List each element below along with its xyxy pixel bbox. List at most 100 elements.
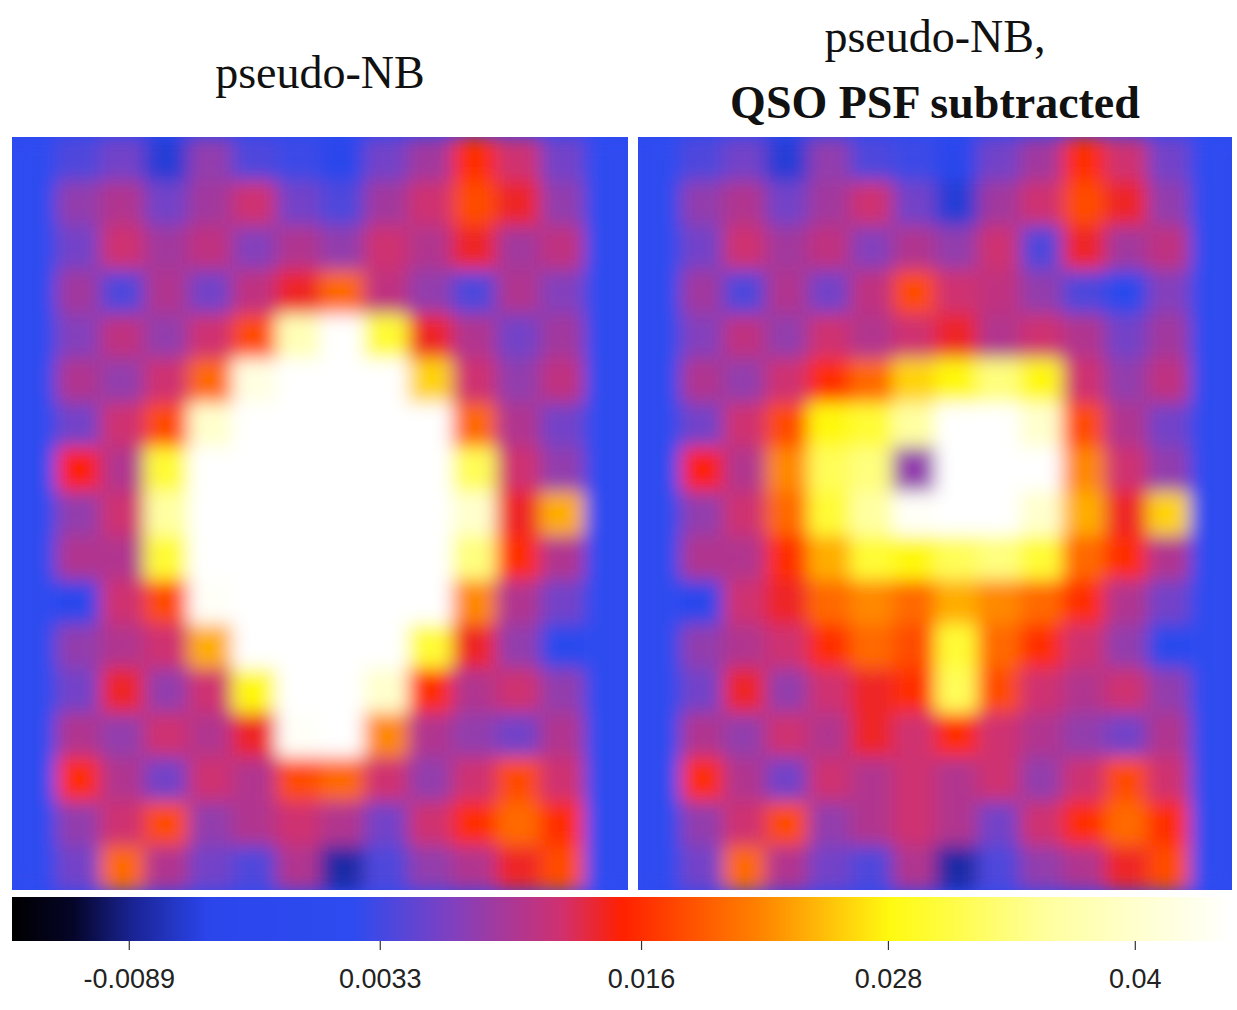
cell [144,181,189,226]
cell [452,137,497,182]
cell [188,181,233,226]
cell [276,846,321,890]
cell [364,447,409,492]
cell [1190,757,1232,802]
cell [320,270,365,315]
cell [723,137,766,182]
cell [808,181,851,226]
cell [540,181,585,226]
cell [144,846,189,890]
panel [12,137,628,890]
cell [452,270,497,315]
cell [144,226,189,271]
cell [452,757,497,802]
cell [188,403,233,448]
cell [1105,580,1148,625]
cell [1147,757,1190,802]
cell [452,226,497,271]
cell [1147,713,1190,758]
colorbar-tick-label: 0.04 [1109,964,1162,994]
cell [100,580,145,625]
cell [1190,403,1232,448]
cell [144,624,189,669]
cell [540,536,585,581]
cell [850,757,893,802]
cell [276,669,321,714]
cell [935,757,978,802]
cell [100,181,145,226]
cell [188,358,233,403]
cell [144,314,189,359]
cell [452,669,497,714]
cell [1190,137,1232,182]
colorbar-tick-label: 0.016 [608,964,676,994]
cell [765,580,808,625]
cell [808,669,851,714]
cell [893,137,936,182]
cell [100,314,145,359]
cell [584,358,628,403]
cell [408,137,453,182]
cell [680,491,723,536]
cell [12,358,57,403]
cell [188,447,233,492]
cell [12,801,57,846]
cell [977,580,1020,625]
cell [893,846,936,890]
cell [232,669,277,714]
colorbar-tick [641,941,642,950]
cell [1105,491,1148,536]
cell [1147,580,1190,625]
cell [56,447,101,492]
cell [638,669,681,714]
cell [850,181,893,226]
cell [1020,801,1063,846]
cell [680,713,723,758]
cell [232,314,277,359]
cell [1105,447,1148,492]
cell [452,181,497,226]
cell [638,624,681,669]
cell [364,403,409,448]
cell [1062,358,1105,403]
cell [1147,846,1190,890]
cell [540,846,585,890]
cell [584,801,628,846]
cell [1020,536,1063,581]
cell [100,624,145,669]
cell [188,314,233,359]
cell [452,491,497,536]
cell [935,181,978,226]
cell [850,314,893,359]
cell [893,358,936,403]
figure: pseudo-NBpseudo-NB,QSO PSF subtracted-0.… [0,0,1237,1010]
cell [680,669,723,714]
cell [56,669,101,714]
cell [276,624,321,669]
cell [1105,757,1148,802]
cell [1020,358,1063,403]
cell [232,757,277,802]
panel-background [638,137,1232,890]
cell [100,403,145,448]
cell [100,536,145,581]
cell [188,137,233,182]
cell [540,491,585,536]
cell [850,536,893,581]
cell [1062,713,1105,758]
cell [1190,801,1232,846]
cell [1062,491,1105,536]
panel [638,137,1232,890]
cell [56,580,101,625]
cell [232,801,277,846]
cell [12,314,57,359]
cell [850,137,893,182]
cell [364,270,409,315]
cell [496,447,541,492]
cell [723,491,766,536]
cell [584,447,628,492]
colorbar [12,897,1232,941]
cell [496,358,541,403]
cell [1105,801,1148,846]
cell [680,137,723,182]
